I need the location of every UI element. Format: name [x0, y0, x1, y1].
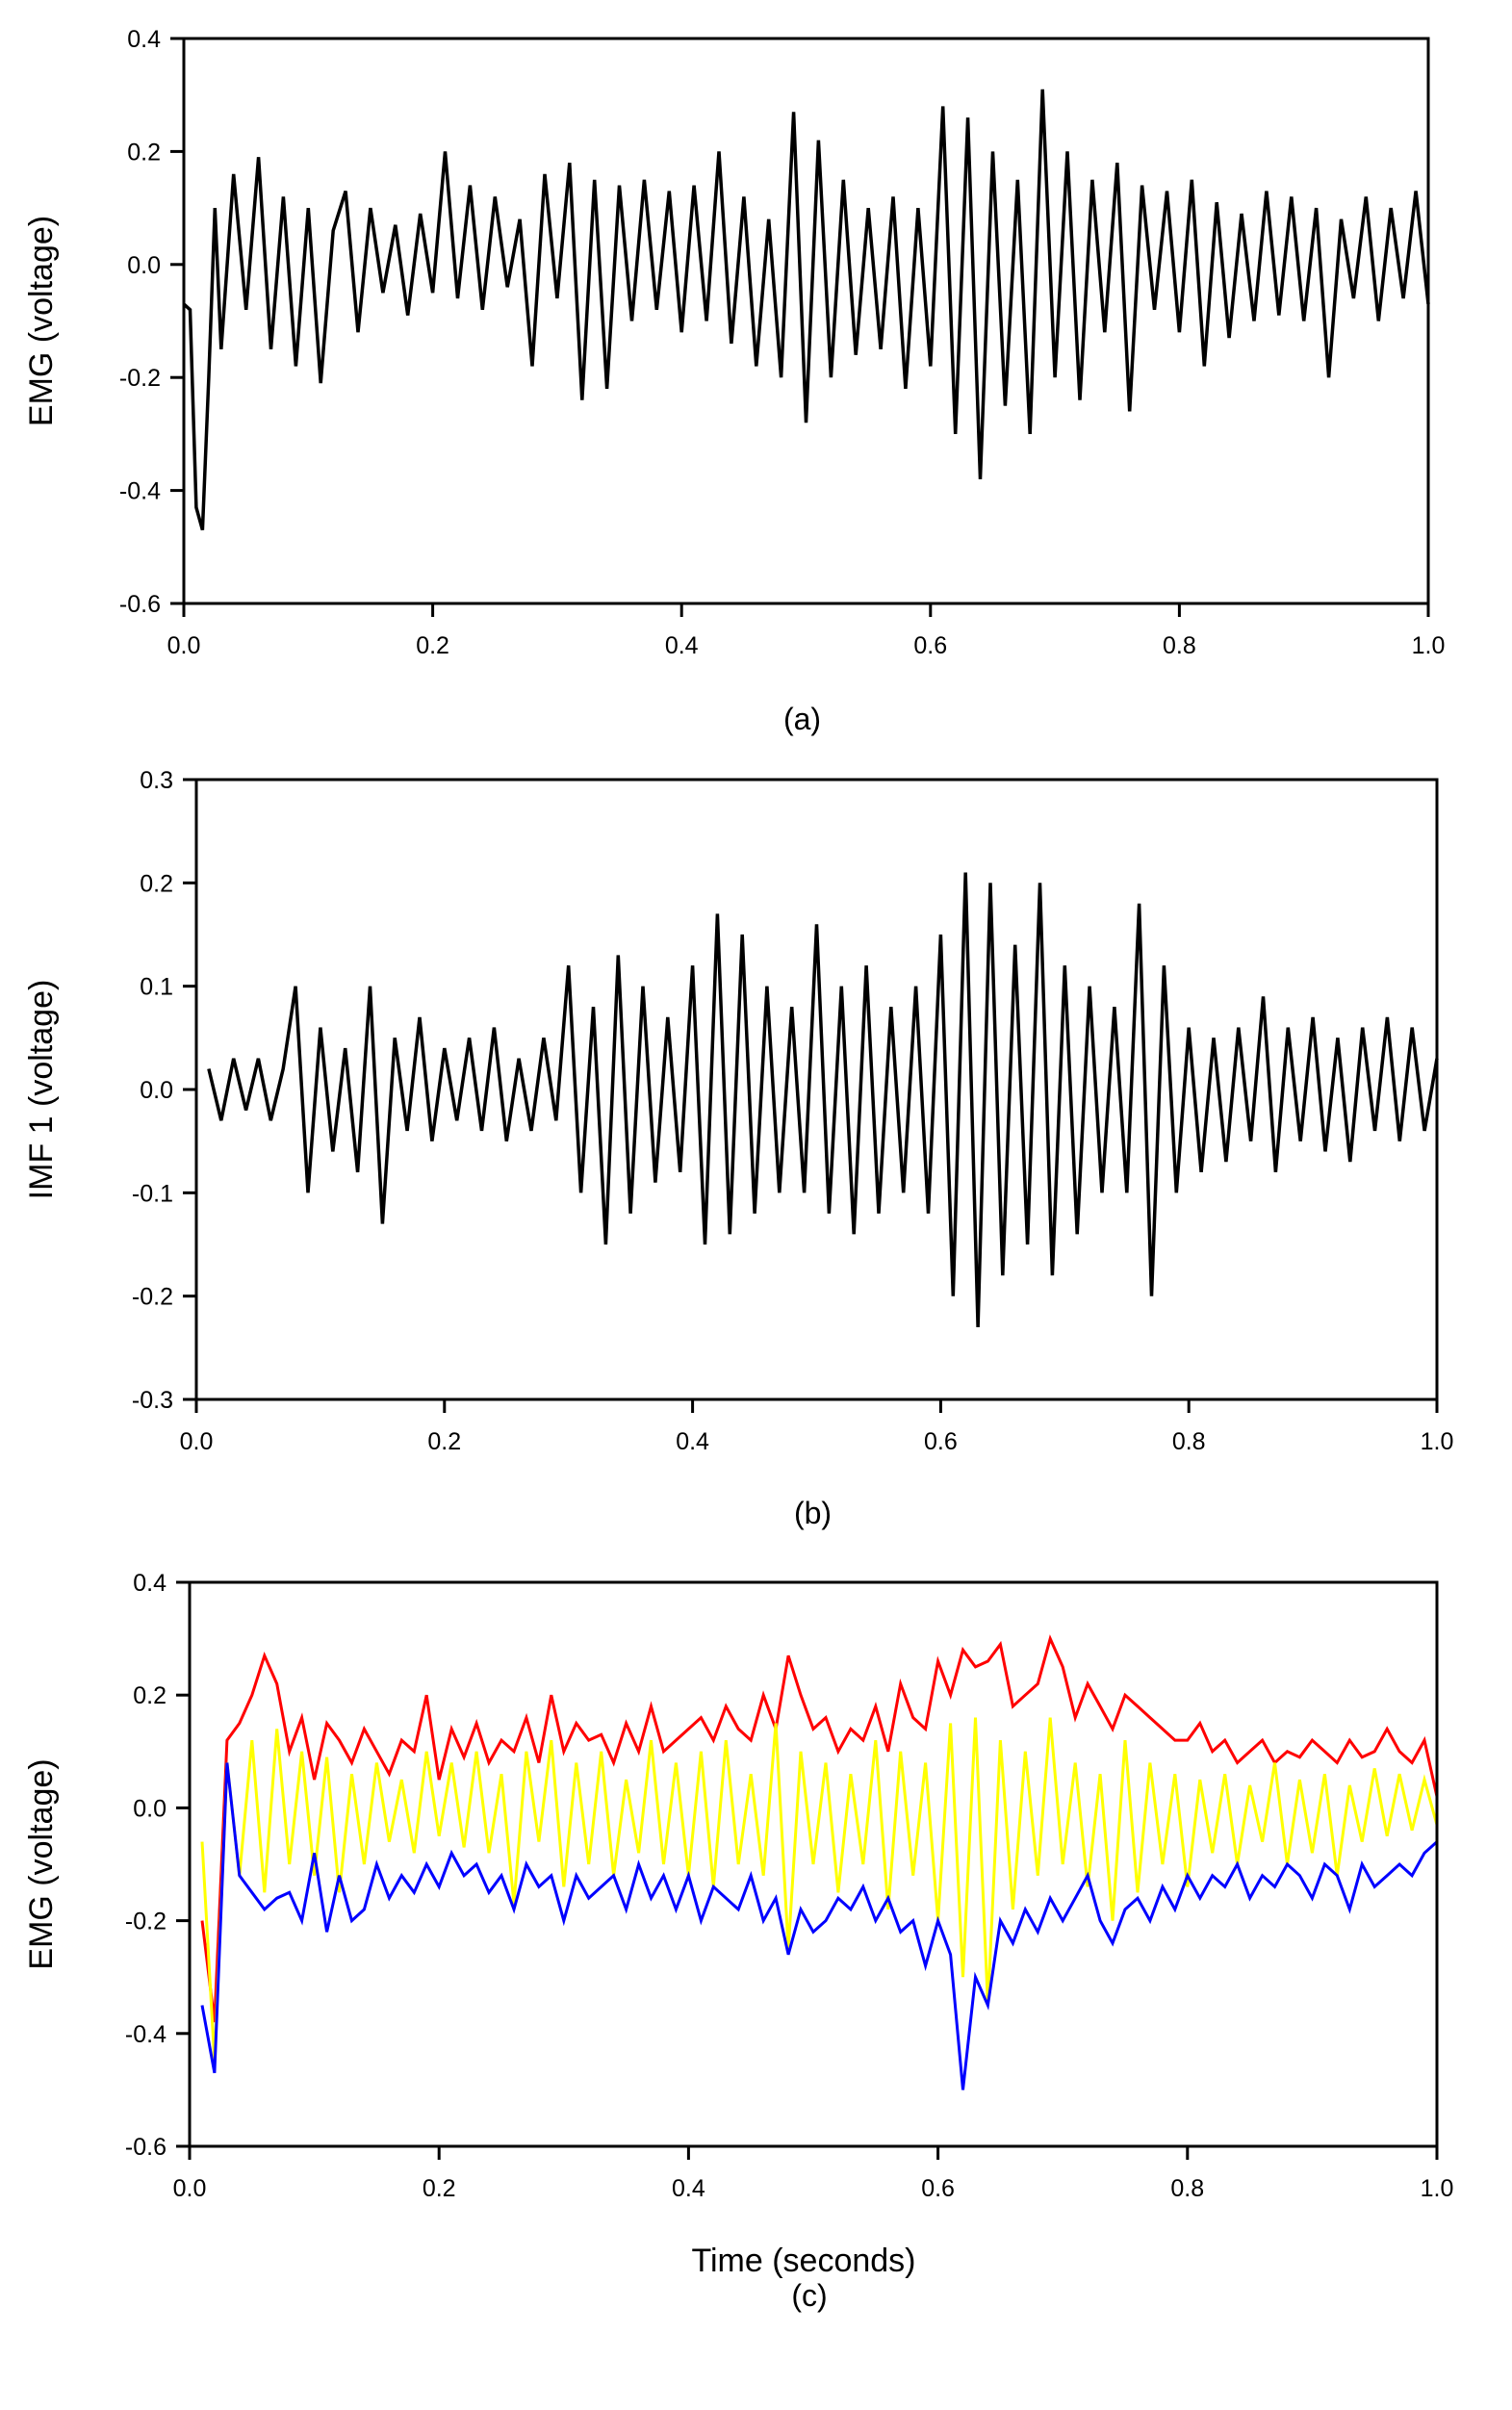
x-tick-label: 0.4 — [665, 632, 699, 659]
plot-frame — [188, 1580, 1439, 2148]
panel-a: 0.40.20.0-0.2-0.4-0.60.0 0.2 0.4 0.6 0.8 1.0E… — [23, 26, 1445, 736]
series-line-b-0 — [207, 872, 1439, 1327]
x-tick-label: 0.2 — [427, 1428, 461, 1455]
x-tick-label: 1.0 — [1412, 632, 1446, 659]
x-tick-label: 1.0 — [1421, 1428, 1454, 1455]
panel-caption: (b) — [794, 1496, 832, 1530]
x-tick-label: 1.0 — [1421, 2175, 1454, 2202]
x-tick-label: 0.4 — [676, 1428, 709, 1455]
y-axis-label: IMF 1 (voltage) — [23, 980, 60, 1200]
y-tick-label: -0.4 — [125, 2021, 167, 2048]
x-tick-label: 0.6 — [913, 632, 947, 659]
y-tick-label: -0.3 — [132, 1387, 173, 1414]
y-tick-label: -0.6 — [125, 2134, 167, 2161]
series-line-c-2 — [200, 1762, 1439, 2090]
y-tick-label: 0.0 — [140, 1077, 173, 1104]
x-tick-label: 0.8 — [1172, 1428, 1206, 1455]
panel-caption: (c) — [791, 2278, 827, 2313]
x-tick-label: 0.8 — [1163, 632, 1196, 659]
y-axis-label: EMG (voltage) — [23, 216, 60, 426]
y-tick-label: 0.4 — [133, 1570, 167, 1597]
x-tick-label: 0.0 — [180, 1428, 214, 1455]
x-tick-label: 0.0 — [173, 2175, 207, 2202]
panel-caption: (a) — [783, 702, 821, 736]
y-tick-label: 0.3 — [140, 767, 173, 794]
y-tick-label: -0.1 — [132, 1180, 173, 1207]
x-tick-label: 0.4 — [672, 2175, 705, 2202]
y-tick-label: 0.1 — [140, 974, 173, 1001]
y-tick-label: 0.4 — [127, 26, 161, 53]
y-tick-label: -0.2 — [132, 1284, 173, 1311]
y-tick-label: 0.0 — [127, 252, 161, 279]
x-tick-label: 0.6 — [924, 1428, 958, 1455]
panel-b: 0.3 0.2 0.1 0.0 -0.1 -0.2 -0.3 0.0 0.2 0.4 0.6 0.8 1… — [23, 767, 1453, 1530]
x-axis-label: Time (seconds) — [691, 2243, 915, 2279]
series-line-a-0 — [182, 89, 1430, 531]
plot-frame — [194, 778, 1439, 1401]
y-tick-label: 0.2 — [140, 870, 173, 897]
y-tick-label: -0.4 — [119, 478, 161, 505]
y-tick-label: -0.6 — [119, 591, 161, 618]
x-tick-label: 0.6 — [921, 2175, 955, 2202]
y-tick-label: 0.0 — [133, 1795, 167, 1822]
panel-c: 0.40.20.0-0.2-0.4-0.60.0 0.2 0.4 0.6 0.8 1.0E… — [23, 1570, 1453, 2313]
y-axis-label: EMG (voltage) — [23, 1758, 60, 1969]
x-tick-label: 0.0 — [167, 632, 201, 659]
x-tick-label: 0.2 — [416, 632, 449, 659]
y-tick-label: -0.2 — [119, 365, 161, 392]
y-tick-label: 0.2 — [133, 1682, 167, 1709]
series-line-c-0 — [200, 1634, 1439, 2023]
series-line-c-1 — [200, 1717, 1439, 2063]
x-tick-label: 0.8 — [1170, 2175, 1204, 2202]
x-tick-label: 0.2 — [423, 2175, 456, 2202]
plot-frame — [182, 37, 1430, 605]
y-tick-label: 0.2 — [127, 139, 161, 166]
y-tick-label: -0.2 — [125, 1909, 167, 1936]
